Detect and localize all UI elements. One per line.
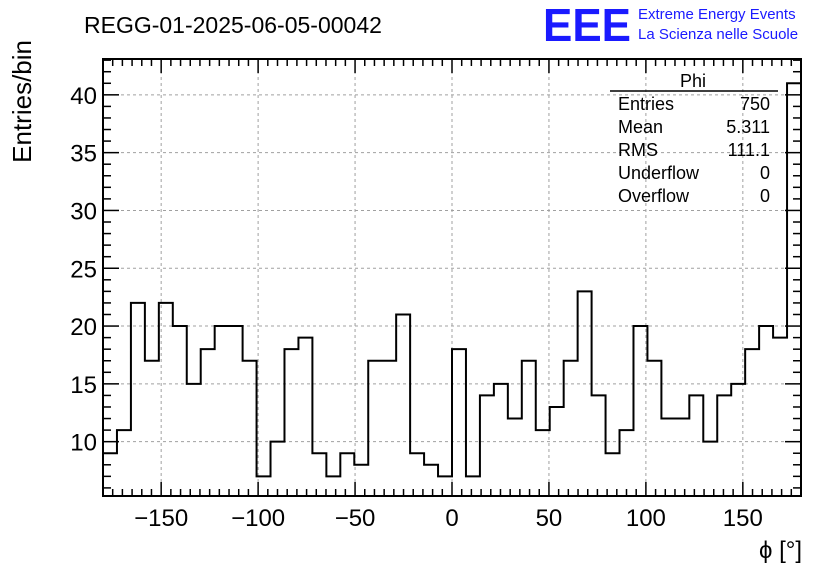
eee-logo-line1: Extreme Energy Events: [638, 6, 796, 23]
x-tick-label: 50: [536, 505, 563, 532]
x-tick-label: −150: [134, 505, 188, 532]
x-tick-label: 150: [723, 505, 763, 532]
x-tick-label: 0: [445, 505, 458, 532]
y-tick-label: 30: [70, 198, 97, 225]
stats-row-label: RMS: [618, 140, 658, 160]
run-title: REGG-01-2025-06-05-00042: [84, 12, 382, 38]
x-tick-label: −100: [231, 505, 285, 532]
y-tick-label: 25: [70, 256, 97, 283]
y-tick-label: 40: [70, 83, 97, 110]
stats-rows: Entries 750 Mean 5.311 RMS 111.1 Underflow 0 Ove…: [618, 94, 770, 206]
y-axis-label: Entries/bin: [7, 40, 37, 163]
stats-row-value: 5.311: [726, 117, 770, 137]
x-tick-label: −50: [335, 505, 376, 532]
stats-row-label: Entries: [618, 94, 674, 114]
stats-row-value: 111.1: [728, 140, 770, 160]
axis-ticks: [103, 59, 801, 496]
y-tick-label: 15: [70, 372, 97, 399]
eee-logo-mark: EEE: [543, 0, 631, 51]
y-tick-label: 35: [70, 141, 97, 168]
stats-box: Phi Entries 750 Mean 5.311 RMS 111.1 Underflow…: [610, 71, 778, 206]
y-tick-label: 10: [70, 430, 97, 457]
stats-row-value: 750: [740, 94, 770, 114]
x-tick-label: 100: [626, 505, 666, 532]
stats-row-value: 0: [760, 163, 770, 183]
tick-labels: −150 −100 −50 0 50 100 150 10 15 20 25 30 35 40: [70, 83, 763, 532]
stats-row-label: Mean: [618, 117, 663, 137]
histogram-outline: [103, 82, 801, 478]
stats-row-label: Overflow: [618, 186, 690, 206]
stats-title: Phi: [680, 71, 706, 91]
stats-row-label: Underflow: [618, 163, 700, 183]
y-tick-label: 20: [70, 314, 97, 341]
x-axis-label: ϕ [°]: [759, 537, 802, 564]
stats-row-value: 0: [760, 186, 770, 206]
eee-logo-line2: La Scienza nelle Scuole: [638, 26, 798, 43]
